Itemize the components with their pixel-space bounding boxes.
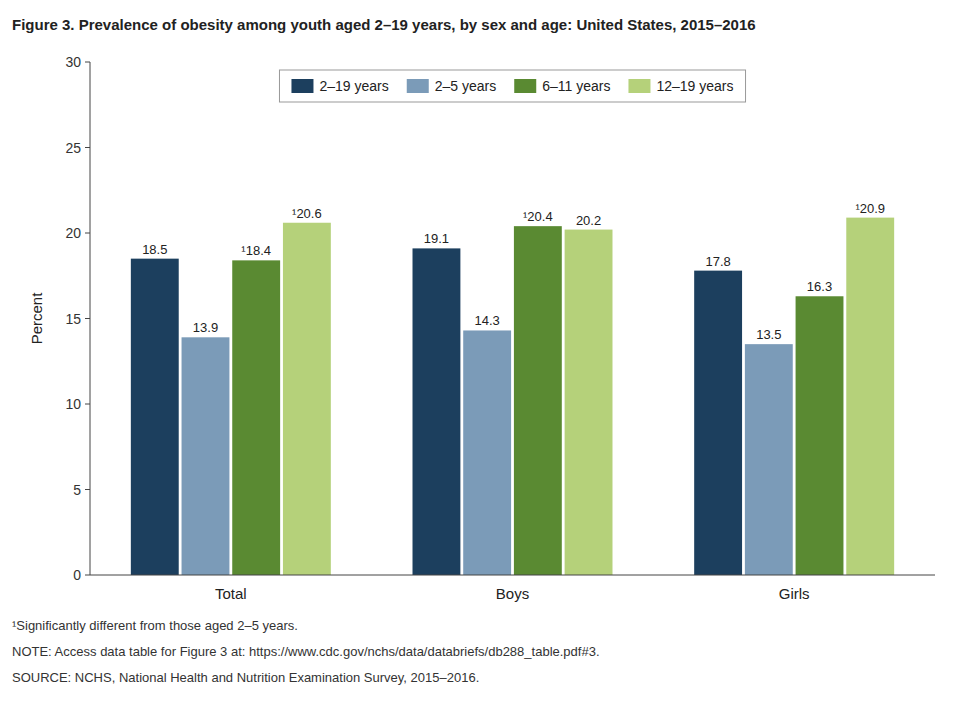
- footnote: ¹Significantly different from those aged…: [12, 618, 298, 633]
- y-tick: [85, 147, 90, 148]
- data-label: ¹18.4: [241, 243, 271, 258]
- chart: Figure 3. Prevalence of obesity among yo…: [0, 0, 960, 720]
- data-labels: 18.5 19.1 17.8 13.9 14.3 13.5 ¹18.4 ¹20.4 16.3 ¹2…: [142, 201, 885, 343]
- bar: [565, 230, 613, 575]
- footnote: NOTE: Access data table for Figure 3 at:…: [12, 644, 600, 659]
- bar: [745, 344, 793, 575]
- y-tick-label: 20: [65, 225, 81, 241]
- bar: [131, 259, 179, 575]
- y-tick: [85, 404, 90, 405]
- data-label: 16.3: [807, 279, 832, 294]
- y-tick: [85, 62, 90, 63]
- y-tick-label: 5: [73, 482, 81, 498]
- legend-swatch: [407, 79, 429, 93]
- data-label: 13.5: [756, 327, 781, 342]
- bar: [413, 248, 461, 575]
- bar: [463, 330, 511, 575]
- x-tick-label: Girls: [779, 585, 810, 602]
- legend-label: 2–19 years: [319, 78, 388, 94]
- y-tick: [85, 489, 90, 490]
- title: Figure 3. Prevalence of obesity among yo…: [12, 16, 756, 33]
- y-tick-label: 15: [65, 311, 81, 327]
- y-tick-label: 30: [65, 54, 81, 70]
- y-tick-label: 0: [73, 567, 81, 583]
- bar: [182, 337, 230, 575]
- legend-label: 6–11 years: [542, 78, 610, 94]
- legend-swatch: [628, 79, 650, 93]
- data-label: 18.5: [142, 242, 167, 257]
- footnote: SOURCE: NCHS, National Health and Nutrit…: [12, 670, 479, 685]
- y-tick: [85, 318, 90, 319]
- data-label: 13.9: [193, 320, 218, 335]
- bar: [796, 296, 844, 575]
- y-axis-label: Percent: [28, 292, 45, 345]
- legend-swatch: [291, 79, 313, 93]
- bars: [131, 218, 894, 575]
- y-tick-label: 25: [65, 140, 81, 156]
- y-tick: [85, 233, 90, 234]
- legend-label: 12–19 years: [656, 78, 733, 94]
- y-tick-label: 10: [65, 396, 81, 412]
- legend-frame: [279, 70, 745, 102]
- data-label: 20.2: [576, 213, 601, 228]
- data-label: 17.8: [705, 254, 730, 269]
- x-axis-line: [90, 575, 935, 576]
- data-label: ¹20.9: [855, 201, 885, 216]
- data-label: 19.1: [424, 231, 449, 246]
- legend-label: 2–5 years: [435, 78, 496, 94]
- data-label: ¹20.6: [292, 206, 322, 221]
- data-label: 14.3: [474, 313, 499, 328]
- x-tick-label: Total: [215, 585, 247, 602]
- bar: [694, 271, 742, 575]
- bar: [283, 223, 331, 575]
- legend-swatch: [514, 79, 536, 93]
- x-tick-label: Boys: [496, 585, 529, 602]
- y-tick: [85, 575, 90, 576]
- bar: [846, 218, 894, 575]
- legend: 2–19 years 2–5 years 6–11 years 12–19 years: [279, 70, 745, 102]
- data-label: ¹20.4: [523, 209, 553, 224]
- bar: [232, 260, 280, 575]
- bar: [514, 226, 562, 575]
